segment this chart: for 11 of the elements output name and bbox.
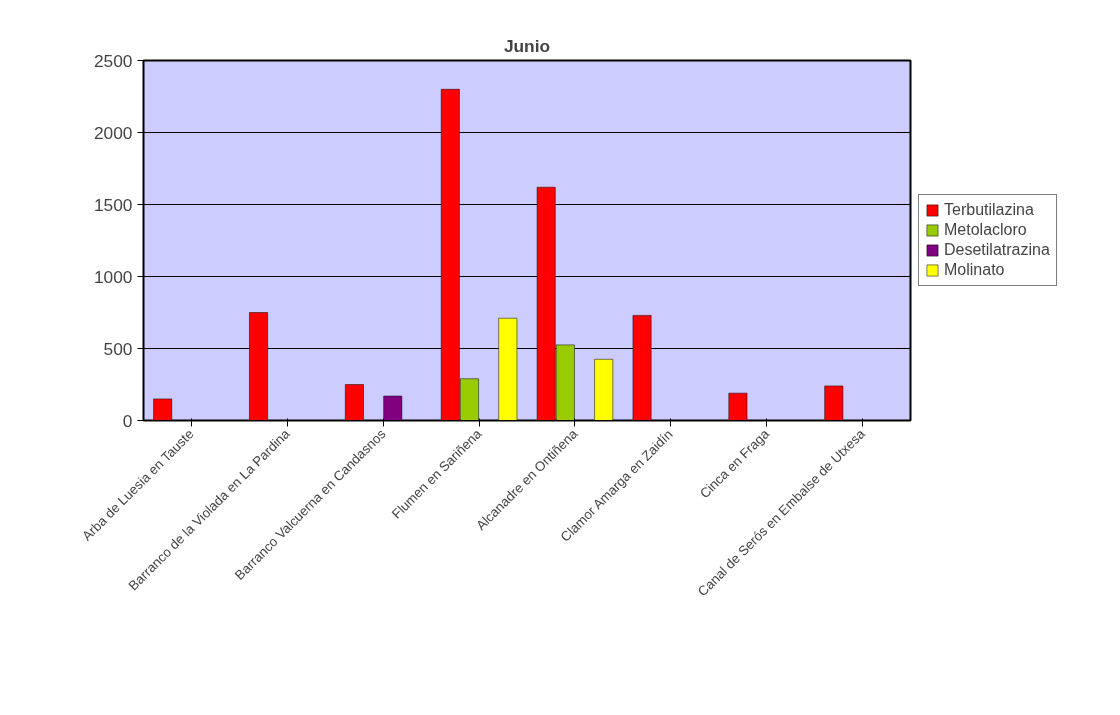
y-tick-label: 1000 [93,266,133,287]
y-tick-label: 2500 [93,50,133,71]
y-tick-label: 2000 [93,122,133,143]
legend-label: Metolacloro [944,221,1027,239]
y-tick-label: 500 [103,338,133,359]
legend-label: Terbutilazina [944,201,1034,219]
legend-label: Desetilatrazina [944,241,1050,259]
y-tick-label: 0 [122,410,133,431]
y-tick-label: 1500 [93,194,133,215]
legend-label: Molinato [944,261,1005,279]
chart-title: Junio [503,35,551,56]
